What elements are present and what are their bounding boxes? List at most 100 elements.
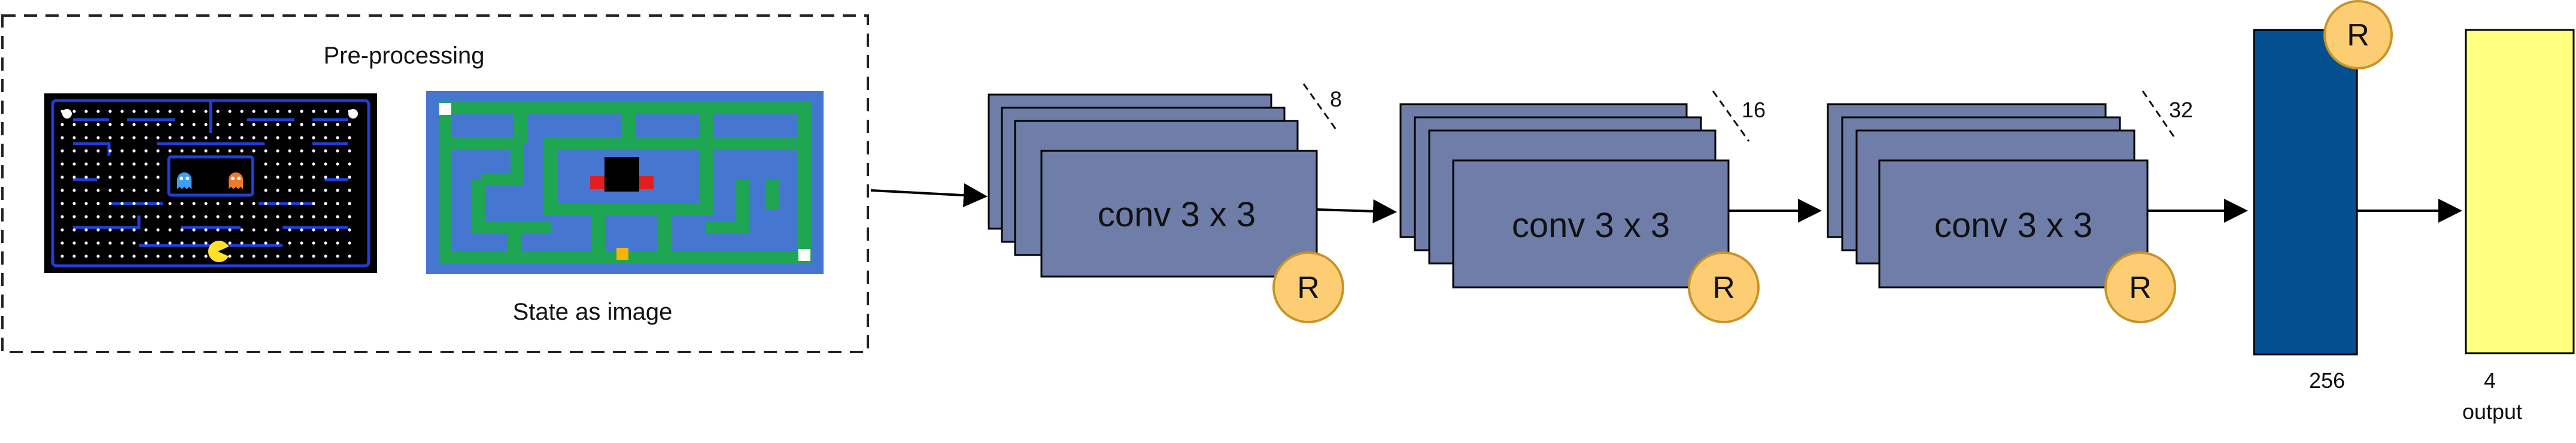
pellet-dot xyxy=(336,254,339,258)
pellet-dot xyxy=(180,149,184,153)
pellet-dot xyxy=(132,228,136,232)
relu-label: R xyxy=(1712,271,1735,305)
pellet-dot xyxy=(276,254,280,258)
conv-layer-front xyxy=(1452,159,1730,289)
conv-label: conv 3 x 3 xyxy=(1098,195,1256,234)
pellet-dot xyxy=(144,228,148,232)
preprocessing-border xyxy=(1,14,869,353)
pellet-dot xyxy=(180,123,184,126)
pellet-dot xyxy=(180,241,184,245)
pellet-dot xyxy=(264,189,268,192)
pellet-dot xyxy=(132,136,136,139)
pellet-dot xyxy=(264,241,268,245)
pellet-dot xyxy=(336,175,339,179)
pellet-dot xyxy=(348,241,351,245)
pellet-dot xyxy=(228,149,232,153)
white-marker xyxy=(439,103,451,115)
pellet-dot xyxy=(276,241,280,245)
pellet-dot xyxy=(312,202,315,205)
arrows xyxy=(870,183,2462,223)
food-marker xyxy=(616,248,628,260)
pellet-dot xyxy=(108,110,112,113)
pacman-walls xyxy=(51,99,370,268)
pellet-dot xyxy=(264,202,268,205)
pellet-dot xyxy=(120,202,124,205)
pellet-dot xyxy=(108,202,112,205)
pellet-dot xyxy=(228,123,232,126)
pellet-dot xyxy=(120,149,124,153)
pellet-dot xyxy=(336,228,339,232)
pellet-dot xyxy=(144,189,148,192)
pellet-dot xyxy=(300,162,303,166)
pellet-dot xyxy=(72,228,76,232)
pellet-dot xyxy=(300,241,303,245)
preprocessing-group: Pre-processing xyxy=(1,14,869,353)
filter-count: 16 xyxy=(1742,98,1766,122)
pellet-dot xyxy=(216,149,220,153)
pellet-dot xyxy=(324,254,327,258)
pellet-dot xyxy=(240,228,244,232)
pellet-dot xyxy=(300,136,303,139)
pellet-dot xyxy=(240,136,244,139)
pellet-dot xyxy=(204,215,208,219)
relu-activation-icon xyxy=(2323,0,2393,69)
pellet-dot xyxy=(288,110,291,113)
relu-label: R xyxy=(1297,271,1320,305)
pellet-dot xyxy=(60,189,64,192)
pellet-dot xyxy=(84,241,88,245)
pellet-dot xyxy=(324,241,327,245)
pellet-dot xyxy=(84,123,88,126)
output-layer-bar xyxy=(2465,29,2575,354)
pellet-dot xyxy=(300,228,303,232)
pellet-dot xyxy=(300,123,303,126)
pellet-dot xyxy=(192,254,196,258)
pellet-dot xyxy=(288,215,291,219)
pellet-dot xyxy=(84,202,88,205)
pellet-dot xyxy=(252,215,256,219)
pellet-dot xyxy=(96,110,100,113)
pellet-dot xyxy=(216,228,220,232)
pellet-dot xyxy=(60,123,64,126)
pellet-dot xyxy=(348,175,351,179)
pellet-dot xyxy=(252,136,256,139)
pellet-dot xyxy=(60,202,64,205)
relu-activation-icon xyxy=(2104,251,2176,323)
pellet-dot xyxy=(144,254,148,258)
pellet-dot xyxy=(84,228,88,232)
pellet-dot xyxy=(60,149,64,153)
pellet-dot xyxy=(276,110,280,113)
pellet-dot xyxy=(192,202,196,205)
pellet-dot xyxy=(60,215,64,219)
pellet-dot xyxy=(324,136,327,139)
pellet-dot xyxy=(300,189,303,192)
pellet-dot xyxy=(228,228,232,232)
pellet-dot xyxy=(132,189,136,192)
pellet-dot xyxy=(120,215,124,219)
output-label: output xyxy=(2462,399,2522,424)
pellet-dot xyxy=(168,254,172,258)
pellet-dot xyxy=(120,241,124,245)
pellet-dot xyxy=(312,254,315,258)
pellet-dot xyxy=(96,175,100,179)
pellet-dot xyxy=(168,123,172,126)
pellet-dot xyxy=(252,123,256,126)
filter-count-tick xyxy=(1302,83,1337,130)
pellet-dot xyxy=(180,215,184,219)
pellet-dot xyxy=(312,241,315,245)
conv-block-2: conv 3 x 3 16 R xyxy=(1399,90,1766,323)
pellet-dot xyxy=(228,202,232,205)
arrow-conv1-to-conv2 xyxy=(1316,199,1397,223)
arrow-input-to-conv1 xyxy=(870,183,988,208)
pellet-dot xyxy=(108,149,112,153)
pellet-dot xyxy=(144,202,148,205)
pellet-dot xyxy=(72,215,76,219)
pellet-dot xyxy=(180,228,184,232)
conv-label: conv 3 x 3 xyxy=(1512,206,1670,245)
pellet-dot xyxy=(348,123,351,126)
conv-layer-front xyxy=(1878,159,2149,289)
pellet-dot xyxy=(204,136,208,139)
pellet-dot xyxy=(264,228,268,232)
relu-label: R xyxy=(2129,271,2152,305)
conv-block-1: conv 3 x 3 8 R xyxy=(988,83,1344,323)
